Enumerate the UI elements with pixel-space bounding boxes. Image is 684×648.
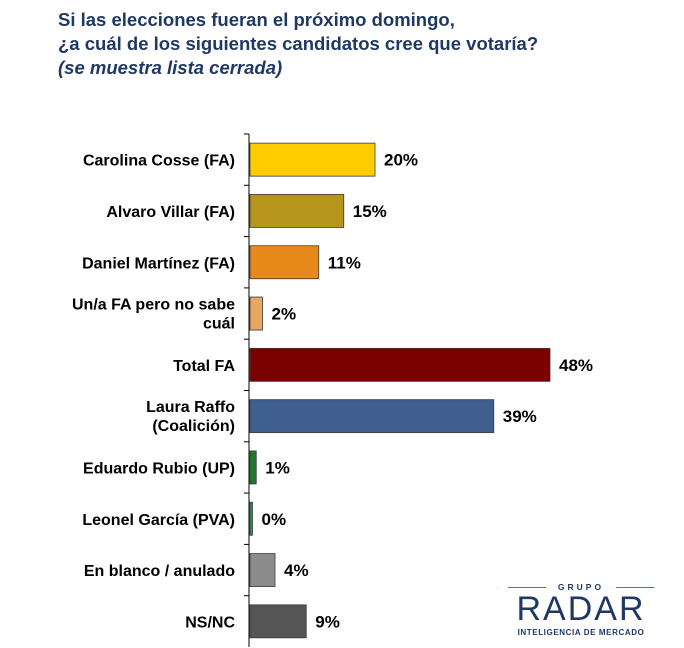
category-label: NS/NC: [185, 614, 235, 631]
bar: [249, 553, 276, 587]
chart-title: Si las elecciones fueran el próximo domi…: [58, 8, 538, 80]
logo-tagline: INTELIGENCIA DE MERCADO: [517, 628, 645, 637]
value-label: 2%: [272, 305, 297, 324]
value-label: 20%: [384, 151, 418, 170]
logo-top-text: GRUPO: [557, 582, 605, 592]
bar: [249, 245, 320, 280]
bar: [249, 347, 551, 382]
logo-rule-right: [616, 587, 654, 588]
category-label: Carolina Cosse (FA): [83, 153, 235, 170]
category-label: Eduardo Rubio (UP): [83, 460, 235, 477]
bar: [249, 399, 495, 434]
category-label: Un/a FA pero no sabe cuál: [72, 297, 235, 333]
bar: [249, 142, 376, 177]
bar: [249, 604, 307, 639]
value-label: 0%: [262, 510, 287, 529]
value-label: 4%: [284, 561, 309, 580]
logo-name: RADAR: [516, 590, 646, 628]
bar: [249, 194, 345, 228]
logo-rule-left: [508, 587, 546, 588]
category-label: En blanco / anulado: [84, 563, 235, 580]
bar: [249, 296, 263, 331]
radar-logo: GRUPO RADAR INTELIGENCIA DE MERCADO: [508, 582, 654, 642]
category-label: Alvaro Villar (FA): [106, 204, 235, 221]
category-label: Total FA: [173, 358, 235, 375]
value-label: 39%: [503, 407, 537, 426]
value-label: 1%: [265, 458, 290, 477]
bar: [249, 501, 253, 536]
title-line-2: ¿a cuál de los siguientes candidatos cre…: [58, 33, 539, 54]
title-line-1: Si las elecciones fueran el próximo domi…: [58, 9, 455, 30]
category-label: Laura Raffo (Coalición): [146, 399, 235, 435]
value-label: 15%: [353, 202, 387, 221]
value-label: 9%: [315, 612, 340, 631]
chart-subtitle: (se muestra lista cerrada): [58, 57, 283, 78]
bar: [249, 450, 257, 485]
value-label: 48%: [559, 356, 593, 375]
category-label: Leonel García (PVA): [82, 512, 235, 529]
category-label: Daniel Martínez (FA): [82, 255, 235, 272]
value-label: 11%: [328, 253, 361, 272]
